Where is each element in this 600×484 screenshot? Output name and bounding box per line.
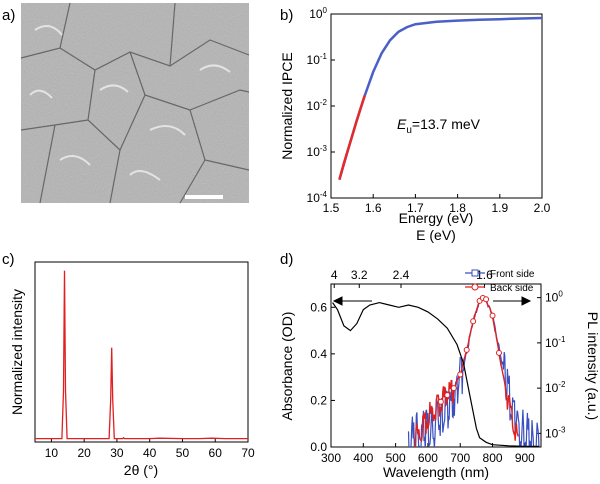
ipce-curve xyxy=(338,16,542,181)
abs-pl-x-tick-label: 900 xyxy=(515,451,535,465)
abs-pl-x-tick-label: 800 xyxy=(483,451,503,465)
abs-y-tick-label: 0.2 xyxy=(310,393,327,407)
ipce-x-axis-label-2: E (eV) xyxy=(416,227,456,243)
ipce-y-tick-label: 10-2 xyxy=(307,98,328,113)
xrd-x-tick-label: 70 xyxy=(241,446,255,460)
abs-pl-x-tick-label: 300 xyxy=(321,451,341,465)
xrd-x-tick-label: 50 xyxy=(176,446,190,460)
xrd-x-tick-label: 30 xyxy=(110,446,124,460)
abs-pl-x-tick-label: 400 xyxy=(353,451,373,465)
ipce-chart: 1.5 1.6 1.7 1.8 1.9 2.0 10-4 10-3 10-2 10-1 100 Eu… xyxy=(279,6,551,243)
panel-label-a: a) xyxy=(2,7,15,24)
energy-top-tick-label: 2.4 xyxy=(393,268,410,282)
ipce-x-tick-label: 2.0 xyxy=(534,201,551,215)
xrd-x-tick-label: 60 xyxy=(209,446,223,460)
abs-pl-x-tick-label: 700 xyxy=(450,451,470,465)
abs-y-axis-label: Absorbance (OD) xyxy=(279,312,295,421)
scale-bar xyxy=(185,195,223,199)
pl-y-tick-label: 10-1 xyxy=(545,335,566,350)
pl-back-marker xyxy=(496,349,502,356)
ipce-y-tick-label: 10-3 xyxy=(307,144,328,159)
xrd-x-axis-label: 2θ (°) xyxy=(124,462,158,478)
abs-pl-x-tick-label: 600 xyxy=(418,451,438,465)
ipce-y-tick-label: 100 xyxy=(309,6,327,21)
abs-pl-x-tick-label: 500 xyxy=(386,451,406,465)
panel-label-d: d) xyxy=(280,251,293,268)
energy-top-tick-label: 4 xyxy=(331,268,338,282)
abs-pl-chart: 300 400 500 600 700 800 900 0.0 0.2 0.4 0.6 10-3 10-… xyxy=(279,268,600,480)
pl-y-axis-label: PL intensity (a.u.) xyxy=(585,312,600,420)
pl-back-marker xyxy=(470,318,477,325)
sem-image xyxy=(20,2,250,204)
energy-top-tick-label: 3.2 xyxy=(351,268,368,282)
legend-label-front: Front side xyxy=(490,269,535,280)
xrd-plot-frame xyxy=(34,261,249,443)
legend-item-front: Front side xyxy=(465,269,535,280)
ipce-x-tick-label: 1.5 xyxy=(323,201,340,215)
abs-y-tick-label: 0.0 xyxy=(310,440,327,454)
xrd-x-tick-label: 10 xyxy=(45,446,59,460)
panel-label-b: b) xyxy=(280,7,293,24)
abs-pl-plot-frame xyxy=(330,283,542,448)
legend-label-back: Back side xyxy=(490,283,534,294)
ipce-y-tick-label: 10-4 xyxy=(307,190,328,205)
abs-pl-x-axis-label: Wavelength (nm) xyxy=(383,464,489,480)
pl-back-marker xyxy=(437,398,444,405)
pl-back-marker xyxy=(450,385,457,392)
xrd-x-tick-label: 40 xyxy=(143,446,157,460)
ipce-annotation: Eu=13.7 meV xyxy=(397,116,481,136)
ipce-x-tick-label: 1.8 xyxy=(449,201,466,215)
ipce-x-tick-label: 1.7 xyxy=(407,201,424,215)
ipce-y-axis-label: Normalized IPCE xyxy=(279,52,295,159)
abs-y-tick-label: 0.4 xyxy=(310,347,327,361)
xrd-x-tick-label: 20 xyxy=(77,446,91,460)
pl-y-tick-label: 10-3 xyxy=(545,425,566,440)
pl-back-marker xyxy=(489,312,496,319)
energy-top-tick-label: 1.6 xyxy=(476,268,493,282)
pl-back-marker xyxy=(457,371,464,378)
ipce-urbach-fit xyxy=(338,95,366,181)
pl-y-tick-label: 10-2 xyxy=(545,380,566,395)
ipce-x-tick-label: 1.6 xyxy=(365,201,382,215)
pl-y-tick-label: 100 xyxy=(545,290,563,305)
arrow-right-pl xyxy=(493,296,532,306)
xrd-pattern xyxy=(35,270,248,440)
absorbance-curve xyxy=(332,301,540,447)
legend-item-back: Back side xyxy=(465,283,534,294)
pl-back-marker xyxy=(463,346,470,353)
pl-legend: Front side Back side xyxy=(465,269,535,294)
pl-back-marker xyxy=(483,296,490,303)
ipce-x-axis-label: Energy (eV) xyxy=(399,210,474,226)
ipce-x-tick-label: 1.9 xyxy=(491,201,508,215)
arrow-left-absorbance xyxy=(332,296,372,306)
xrd-chart: 10 20 30 40 50 60 70 2θ (°) Normalized intensi… xyxy=(9,261,255,478)
xrd-y-axis-label: Normalized intensity xyxy=(9,289,25,415)
ipce-y-tick-label: 10-1 xyxy=(307,52,328,67)
panel-label-c: c) xyxy=(2,251,15,268)
pl-back-marker xyxy=(444,392,451,399)
abs-y-tick-label: 0.6 xyxy=(310,300,327,314)
